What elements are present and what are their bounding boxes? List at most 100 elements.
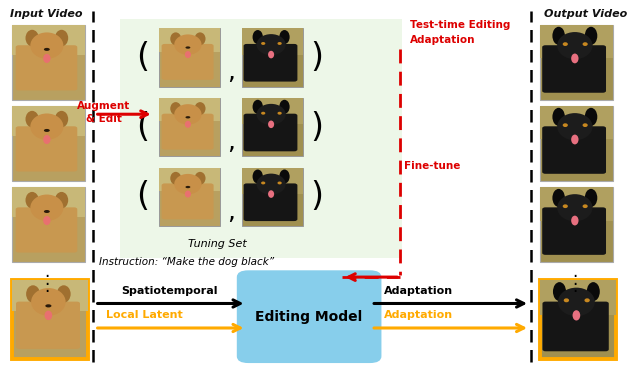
FancyBboxPatch shape <box>237 270 381 363</box>
FancyBboxPatch shape <box>16 302 80 349</box>
Text: ·: · <box>572 276 577 294</box>
Text: Local Latent: Local Latent <box>106 310 182 320</box>
FancyBboxPatch shape <box>159 28 220 87</box>
Text: ): ) <box>310 41 323 74</box>
FancyBboxPatch shape <box>542 45 606 93</box>
FancyBboxPatch shape <box>120 19 402 258</box>
Ellipse shape <box>30 113 63 140</box>
FancyBboxPatch shape <box>12 25 85 55</box>
Ellipse shape <box>268 51 274 58</box>
Text: ): ) <box>310 111 323 144</box>
FancyBboxPatch shape <box>543 302 609 351</box>
Ellipse shape <box>45 311 52 320</box>
Ellipse shape <box>195 32 205 45</box>
Ellipse shape <box>57 285 70 303</box>
Ellipse shape <box>170 172 181 185</box>
Ellipse shape <box>584 298 590 302</box>
Ellipse shape <box>174 34 202 55</box>
Ellipse shape <box>261 42 266 45</box>
FancyBboxPatch shape <box>242 98 303 124</box>
Text: Instruction: “Make the dog black”: Instruction: “Make the dog black” <box>99 257 275 267</box>
Text: Adaptation: Adaptation <box>384 286 453 296</box>
Ellipse shape <box>571 216 579 225</box>
FancyBboxPatch shape <box>540 25 613 100</box>
Ellipse shape <box>30 195 63 221</box>
FancyBboxPatch shape <box>242 28 303 55</box>
Text: (: ( <box>136 111 149 144</box>
Ellipse shape <box>557 113 593 140</box>
Ellipse shape <box>45 304 51 308</box>
Ellipse shape <box>278 42 282 45</box>
Ellipse shape <box>43 135 51 144</box>
Ellipse shape <box>261 181 266 184</box>
FancyBboxPatch shape <box>244 114 298 151</box>
Ellipse shape <box>573 310 580 320</box>
FancyBboxPatch shape <box>12 187 85 217</box>
FancyBboxPatch shape <box>242 98 303 156</box>
Text: (: ( <box>136 41 149 74</box>
Ellipse shape <box>571 135 579 144</box>
Ellipse shape <box>552 189 565 207</box>
FancyBboxPatch shape <box>159 168 220 226</box>
FancyBboxPatch shape <box>159 98 220 156</box>
FancyBboxPatch shape <box>242 28 303 87</box>
Ellipse shape <box>185 121 191 128</box>
FancyBboxPatch shape <box>161 183 214 219</box>
Ellipse shape <box>563 204 568 208</box>
FancyBboxPatch shape <box>15 45 77 90</box>
Text: ·: · <box>44 276 49 294</box>
Text: ·: · <box>572 283 577 301</box>
FancyBboxPatch shape <box>12 187 85 262</box>
Ellipse shape <box>257 173 285 195</box>
Text: Fine-tune: Fine-tune <box>404 161 461 171</box>
Ellipse shape <box>278 112 282 115</box>
Ellipse shape <box>552 108 565 126</box>
Text: ,: , <box>227 130 235 154</box>
Ellipse shape <box>553 282 566 301</box>
Ellipse shape <box>582 204 588 208</box>
Ellipse shape <box>279 170 290 184</box>
Ellipse shape <box>31 288 66 316</box>
Ellipse shape <box>582 42 588 46</box>
FancyBboxPatch shape <box>12 106 85 136</box>
Ellipse shape <box>585 189 597 207</box>
Ellipse shape <box>279 100 290 114</box>
Ellipse shape <box>253 170 263 184</box>
Ellipse shape <box>563 42 568 46</box>
Ellipse shape <box>261 112 266 115</box>
Ellipse shape <box>558 288 595 316</box>
Ellipse shape <box>174 104 202 125</box>
FancyBboxPatch shape <box>159 168 220 191</box>
Text: Adaptation: Adaptation <box>410 35 475 44</box>
FancyBboxPatch shape <box>540 25 613 58</box>
Text: Test-time Editing: Test-time Editing <box>410 20 510 29</box>
FancyBboxPatch shape <box>12 25 85 100</box>
Ellipse shape <box>279 30 290 44</box>
FancyBboxPatch shape <box>542 126 606 174</box>
Ellipse shape <box>557 194 593 221</box>
Ellipse shape <box>170 102 181 115</box>
FancyBboxPatch shape <box>12 106 85 181</box>
Ellipse shape <box>55 192 68 208</box>
Text: Spatiotemporal: Spatiotemporal <box>122 286 218 296</box>
Text: ·: · <box>572 268 577 286</box>
FancyBboxPatch shape <box>15 207 77 253</box>
Ellipse shape <box>43 216 51 225</box>
Text: & Edit: & Edit <box>86 114 122 124</box>
FancyBboxPatch shape <box>542 207 606 255</box>
FancyBboxPatch shape <box>244 183 298 221</box>
Text: ·: · <box>44 283 49 301</box>
Ellipse shape <box>26 285 40 303</box>
Ellipse shape <box>552 27 565 45</box>
FancyBboxPatch shape <box>540 280 616 315</box>
Ellipse shape <box>195 102 205 115</box>
FancyBboxPatch shape <box>12 280 88 359</box>
Text: Output Video: Output Video <box>544 9 627 20</box>
Ellipse shape <box>563 123 568 127</box>
FancyBboxPatch shape <box>540 280 616 359</box>
Ellipse shape <box>268 190 274 198</box>
FancyBboxPatch shape <box>540 187 613 221</box>
Ellipse shape <box>587 282 600 301</box>
Ellipse shape <box>253 100 263 114</box>
Text: ,: , <box>227 60 235 84</box>
